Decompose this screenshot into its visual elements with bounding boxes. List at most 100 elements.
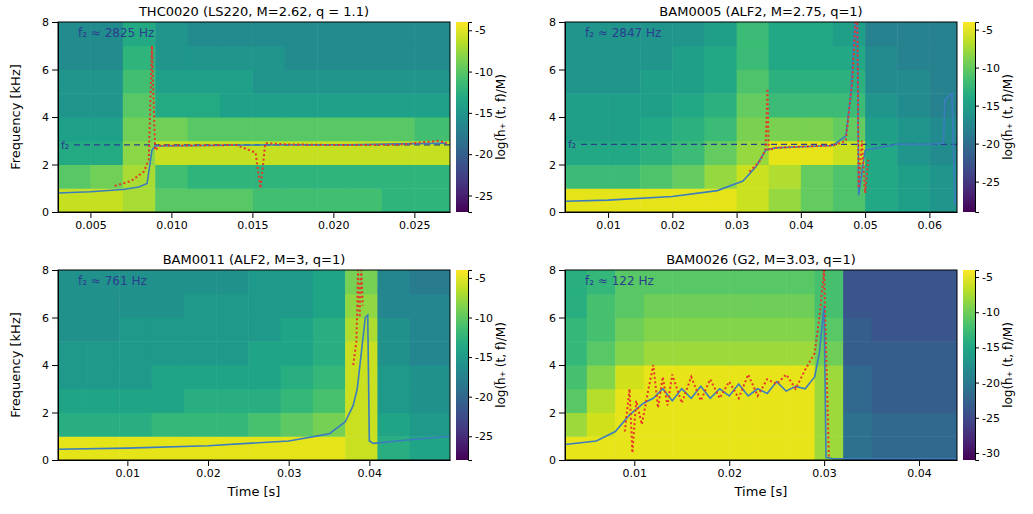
tick-mark [468,357,472,358]
heatmap-cell [184,413,217,437]
heatmap-cell [565,389,587,413]
heatmap-cell [410,318,450,342]
tick-label: 0.01 [116,467,141,480]
heatmap-cell [565,365,587,389]
tick: -5 [975,271,993,284]
heatmap-cell [58,117,91,141]
heatmap-cell [152,365,185,389]
panel: 0.010.020.030.0402468-5-10-15-20-25BAM00… [8,252,508,499]
heatmap-cell [872,318,957,342]
tick-label: 4 [42,111,49,124]
colorbar-title: log(h̃₊ (t, f)/M) [494,322,508,408]
heatmap-cell [758,294,787,318]
heatmap-cell [644,318,673,342]
heatmap-cell [769,22,802,46]
tick: 0 [549,454,565,467]
heatmap-cell [608,70,641,94]
heatmap-cell [872,341,957,365]
heatmap-cell [87,294,120,318]
tick-mark [559,165,565,166]
plot-area [565,22,957,212]
plot-frame [565,270,957,460]
tick-mark [975,383,979,384]
heatmap-cell [815,389,844,413]
heatmap-cell [843,270,872,294]
tick: 0.01 [116,460,141,480]
tick: 6 [549,312,565,325]
tick-label: 0.02 [717,467,742,480]
tick: 6 [549,64,565,77]
heatmap-cell [608,93,641,117]
heatmap-cell [252,93,285,117]
heatmap-cell [252,22,285,46]
heatmap-cell [843,294,872,318]
heatmap-cell [640,46,673,70]
colorbar-axis-line [469,271,473,461]
heatmap-cell [90,70,123,94]
heatmap-cell [285,165,318,189]
heatmap-cell [317,46,350,70]
heatmap-cell [769,117,802,141]
axis-line [58,23,59,213]
heatmap-cell [737,188,770,212]
axis-line [59,212,451,213]
tick: -15 [975,341,1000,354]
tick: 6 [42,312,58,325]
heatmap-cell [672,294,701,318]
tick-label: 8 [42,16,49,29]
heatmap-cell [350,70,383,94]
tick-mark [369,460,370,466]
tick-label: -15 [982,100,1000,113]
heatmap-cell [704,46,737,70]
tick: 0.03 [812,460,837,480]
tick-mark [90,212,91,218]
heatmap-cell [672,188,705,212]
axis: 02468 [42,264,59,467]
tick: 8 [42,16,58,29]
tick: 0.03 [725,212,750,232]
heatmap-cell [815,270,844,294]
series-line [625,270,829,458]
tick: 4 [42,359,58,372]
tick-mark [737,212,738,218]
heatmap-cell [281,318,314,342]
heatmap-cell [865,70,898,94]
heatmap-cell [615,436,644,460]
tick: 4 [42,111,58,124]
heatmap-cell [587,365,616,389]
tick: 0.01 [596,212,621,232]
heatmap-cell [565,294,587,318]
tick-label: 2 [549,407,556,420]
heatmap-cell [587,341,616,365]
heatmap-cell [872,270,957,294]
axis-line [566,212,958,213]
heatmap-cell [317,22,350,46]
heatmap-cell [615,341,644,365]
heatmap-cell [155,22,188,46]
tick-label: 0.005 [75,219,107,232]
heatmap-cell [155,46,188,70]
heatmap-cell [608,46,641,70]
tick: -10 [975,62,1000,75]
heatmap-cell [281,389,314,413]
heatmap-cell [58,165,91,189]
tick-mark [468,278,472,279]
heatmap-cell [644,294,673,318]
heatmap-cell [865,22,898,46]
heatmap-cell [672,436,701,460]
heatmap-cell [377,294,410,318]
heatmap-cell [317,70,350,94]
tick: -25 [975,176,1000,189]
heatmap-cell [155,70,188,94]
heatmap-cell [565,318,587,342]
heatmap-cell [786,389,815,413]
heatmap-cell [801,93,834,117]
heatmap-cell [220,70,253,94]
heatmap-cell [184,318,217,342]
tick-label: 4 [549,111,556,124]
heatmap-cell [865,93,898,117]
heatmap-cell [317,188,350,212]
tick-mark [52,365,58,366]
tick: -15 [468,351,493,364]
heatmap-cell [737,22,770,46]
